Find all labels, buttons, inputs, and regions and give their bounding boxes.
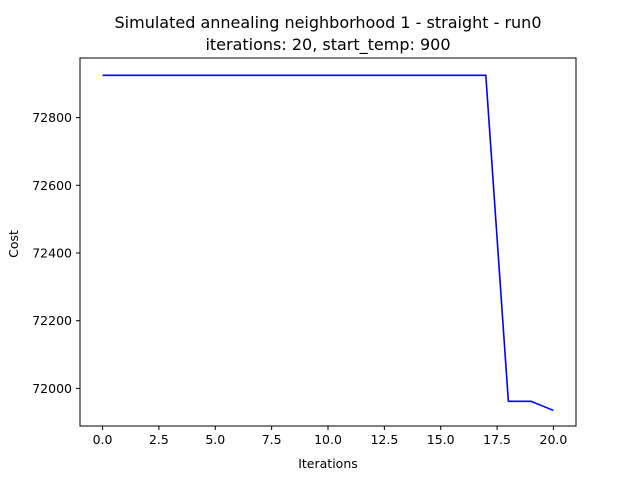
- cost-series-line: [102, 74, 554, 412]
- x-tick-label: 0.0: [93, 432, 113, 447]
- y-tick-label: 72200: [32, 313, 72, 328]
- chart-title-line2: iterations: 20, start_temp: 900: [205, 35, 450, 55]
- x-tick-label: 12.5: [370, 432, 398, 447]
- plot-area: 0.0 2.5 5.0 7.5 10.0 12.5 15.0 17.5 20.0 72000 722…: [32, 57, 577, 447]
- x-axis-label: Iterations: [298, 456, 358, 471]
- x-tick-label: 15.0: [427, 432, 455, 447]
- x-tick-label: 20.0: [540, 432, 568, 447]
- y-tick-label: 72600: [32, 178, 72, 193]
- y-tick-label: 72400: [32, 246, 72, 261]
- x-tick-label: 17.5: [483, 432, 511, 447]
- y-tick-label: 72800: [32, 110, 72, 125]
- chart-title-line1: Simulated annealing neighborhood 1 - str…: [115, 13, 542, 32]
- y-axis-label: Cost: [6, 230, 21, 258]
- x-tick-label: 10.0: [314, 432, 342, 447]
- x-tick-label: 7.5: [262, 432, 282, 447]
- x-tick-label: 5.0: [205, 432, 225, 447]
- y-tick-label: 72000: [32, 381, 72, 396]
- x-tick-label: 2.5: [149, 432, 169, 447]
